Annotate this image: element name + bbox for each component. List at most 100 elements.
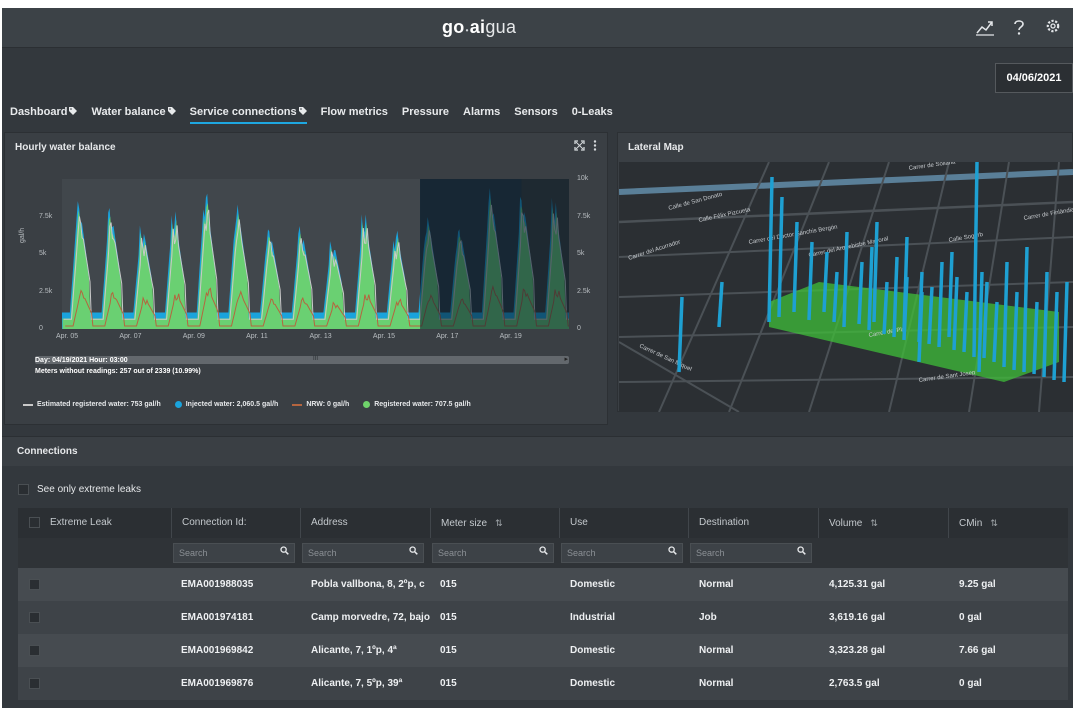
x-tick: Apr. 19 bbox=[499, 333, 522, 340]
column-label: Connection Id: bbox=[182, 517, 247, 528]
connections-title: Connections bbox=[17, 446, 78, 457]
cell-volume: 3,323.28 gal bbox=[829, 645, 886, 656]
search-placeholder: Search bbox=[308, 548, 337, 558]
x-tick: Apr. 17 bbox=[436, 333, 459, 340]
extreme-leaks-filter[interactable]: See only extreme leaks bbox=[18, 484, 141, 495]
leak-bar bbox=[1002, 261, 1009, 368]
sort-icon[interactable]: ⇅ bbox=[990, 518, 998, 528]
expand-icon[interactable] bbox=[574, 140, 585, 154]
search-icon[interactable] bbox=[797, 544, 806, 562]
search-placeholder: Search bbox=[696, 548, 725, 558]
row-checkbox[interactable] bbox=[29, 579, 40, 590]
legend-item[interactable]: NRW: 0 gal/h bbox=[292, 401, 349, 408]
tab-sensors[interactable]: Sensors bbox=[514, 106, 557, 124]
header-checkbox[interactable] bbox=[29, 517, 40, 528]
tab-pressure[interactable]: Pressure bbox=[402, 106, 449, 124]
tab-0-leaks[interactable]: 0-Leaks bbox=[572, 106, 613, 124]
search-icon[interactable] bbox=[668, 544, 677, 562]
cell-id: EMA001988035 bbox=[181, 579, 254, 590]
leak-bar bbox=[1062, 281, 1069, 383]
help-icon[interactable] bbox=[1009, 18, 1029, 38]
search-input-use[interactable]: Search bbox=[561, 543, 683, 563]
leak-bar bbox=[1012, 291, 1019, 371]
cell-meter-size: 015 bbox=[440, 579, 457, 590]
legend-label: Injected water: 2,060.5 gal/h bbox=[185, 401, 279, 408]
tab-alarms[interactable]: Alarms bbox=[463, 106, 500, 124]
scrollbar-grip[interactable]: III bbox=[313, 356, 319, 362]
settings-icon[interactable] bbox=[1043, 18, 1063, 38]
tab-service-connections[interactable]: Service connections bbox=[189, 106, 307, 124]
top-icons bbox=[975, 18, 1063, 38]
cell-cmin: 0 gal bbox=[959, 612, 982, 623]
column-label: Extreme Leak bbox=[50, 517, 112, 528]
table-row[interactable]: EMA001969842 Alicante, 7, 1ºp, 4ª 015 Domes… bbox=[18, 634, 1068, 667]
tab-flow-metrics[interactable]: Flow metrics bbox=[321, 106, 388, 124]
table-header: Extreme Leak Connection Id: Address Meter s… bbox=[18, 508, 1068, 538]
scroll-right-arrow-icon[interactable]: ▸ bbox=[564, 356, 568, 363]
tab-label: 0-Leaks bbox=[571, 106, 613, 118]
tab-dashboard[interactable]: Dashboard bbox=[10, 106, 78, 124]
column-header-destination[interactable]: Destination bbox=[688, 508, 818, 538]
cell-address: Pobla vallbona, 8, 2ºp, c bbox=[311, 579, 425, 590]
chart-canvas bbox=[62, 179, 573, 329]
connections-header: Connections bbox=[2, 436, 1073, 466]
leak-bar bbox=[1052, 291, 1059, 381]
leak-bar bbox=[982, 281, 989, 359]
legend-item[interactable]: Registered water: 707.5 gal/h bbox=[363, 401, 471, 408]
more-options-icon[interactable] bbox=[593, 140, 597, 154]
map-road bbox=[619, 169, 1073, 195]
legend-item[interactable]: Estimated registered water: 753 gal/h bbox=[23, 401, 161, 408]
map-canvas[interactable]: Carrer de Sollana Calle de San Donato Call… bbox=[619, 162, 1073, 412]
column-label: Address bbox=[311, 517, 348, 528]
cell-use: Domestic bbox=[570, 678, 616, 689]
panel-tools bbox=[574, 140, 597, 154]
leak-bar bbox=[927, 286, 934, 345]
column-header-connection-id[interactable]: Connection Id: bbox=[171, 508, 300, 538]
top-bar: go•aigua bbox=[2, 8, 1073, 48]
column-header-volume[interactable]: Volume ⇅ bbox=[818, 508, 948, 538]
extreme-leaks-checkbox[interactable] bbox=[18, 484, 29, 495]
trend-chart-icon[interactable] bbox=[975, 18, 995, 38]
table-row[interactable]: EMA001988035 Pobla vallbona, 8, 2ºp, c 015… bbox=[18, 568, 1068, 601]
cell-cmin: 0 gal bbox=[959, 678, 982, 689]
search-icon[interactable] bbox=[280, 544, 289, 562]
column-header-extreme-leak[interactable]: Extreme Leak bbox=[18, 508, 171, 538]
table-row[interactable]: EMA001974181 Camp morvedre, 72, bajo 015 In… bbox=[18, 601, 1068, 634]
leak-bar bbox=[917, 291, 924, 363]
column-header-cmin[interactable]: CMin ⇅ bbox=[948, 508, 1068, 538]
future-overlay bbox=[420, 179, 569, 329]
search-icon[interactable] bbox=[409, 544, 418, 562]
column-header-meter-size[interactable]: Meter size ⇅ bbox=[430, 508, 559, 538]
legend-item[interactable]: Injected water: 2,060.5 gal/h bbox=[174, 401, 279, 408]
map-road bbox=[619, 341, 740, 412]
cell-address: Alicante, 7, 1ºp, 4ª bbox=[311, 645, 397, 656]
plot-area[interactable] bbox=[62, 179, 573, 329]
y-tick-right: 2.5k bbox=[577, 287, 591, 295]
search-icon[interactable] bbox=[539, 544, 548, 562]
tab-water-balance[interactable]: Water balance bbox=[91, 106, 176, 124]
tab-label: Pressure bbox=[401, 106, 449, 118]
row-checkbox[interactable] bbox=[29, 612, 40, 623]
leak-bar bbox=[777, 196, 784, 318]
y-tick-right: 0 bbox=[577, 325, 581, 332]
search-input-destination[interactable]: Search bbox=[690, 543, 812, 563]
leak-bar bbox=[902, 236, 909, 333]
table-row[interactable]: EMA001969876 Alicante, 7, 5ºp, 39ª 015 Dome… bbox=[18, 667, 1068, 700]
search-input-meter-size[interactable]: Search bbox=[432, 543, 554, 563]
legend-swatch bbox=[292, 403, 303, 406]
leak-bar bbox=[767, 176, 774, 323]
map-road bbox=[1038, 162, 1060, 412]
column-header-address[interactable]: Address bbox=[300, 508, 430, 538]
leak-bar bbox=[1022, 246, 1029, 373]
search-input-connection-id[interactable]: Search bbox=[173, 543, 295, 563]
column-header-use[interactable]: Use bbox=[559, 508, 688, 538]
date-picker[interactable]: 04/06/2021 bbox=[995, 63, 1073, 93]
time-range-scrollbar[interactable]: III ▸ bbox=[35, 356, 569, 364]
leak-bar bbox=[1032, 301, 1039, 375]
sort-icon[interactable]: ⇅ bbox=[495, 518, 503, 528]
row-checkbox[interactable] bbox=[29, 678, 40, 689]
cell-meter-size: 015 bbox=[440, 678, 457, 689]
search-input-address[interactable]: Search bbox=[302, 543, 424, 563]
sort-icon[interactable]: ⇅ bbox=[870, 518, 878, 528]
row-checkbox[interactable] bbox=[29, 645, 40, 656]
